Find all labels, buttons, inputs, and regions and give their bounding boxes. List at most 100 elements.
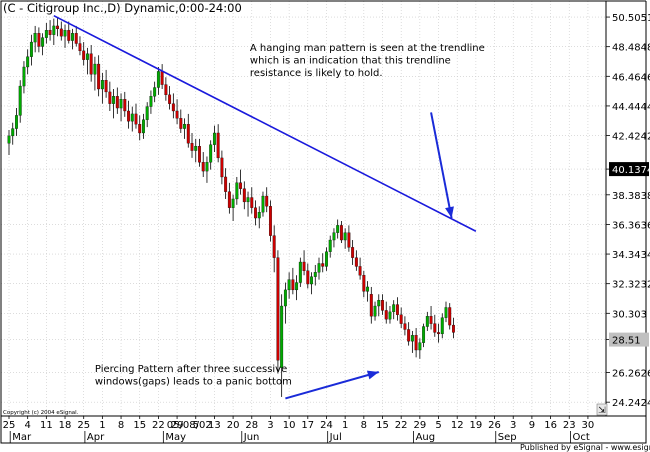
- y-tick-label: 30.303: [612, 309, 647, 320]
- overlays: A hanging man pattern is seen at the tre…: [53, 14, 485, 400]
- candle-body: [130, 113, 134, 122]
- y-tick-label: 24.2424: [612, 398, 650, 409]
- candle-body: [74, 33, 78, 44]
- hanging-man-note-line: resistance is likely to hold.: [250, 68, 383, 79]
- candle-body: [198, 146, 201, 163]
- candle-body: [403, 323, 407, 330]
- candle-body: [209, 144, 213, 163]
- candle-body: [112, 96, 116, 104]
- candle-body: [78, 43, 82, 52]
- candle-body: [313, 272, 317, 277]
- candle-body: [410, 335, 414, 342]
- candle-body: [71, 33, 74, 41]
- candle-body: [395, 304, 399, 315]
- candle-body: [310, 276, 313, 285]
- price-marker-label: 40.1374: [612, 165, 650, 176]
- price-marker-box: [609, 162, 649, 177]
- x-day-label: 29: [171, 420, 184, 431]
- x-day-label: 15: [133, 420, 146, 431]
- candle-body: [138, 124, 142, 134]
- candle-body: [257, 212, 261, 219]
- candle-body: [205, 162, 209, 172]
- candle-body: [437, 332, 440, 335]
- x-day-label: 13: [208, 420, 221, 431]
- candle-body: [354, 257, 358, 267]
- candle-body: [392, 304, 396, 313]
- candle-body: [373, 305, 377, 317]
- candle-body: [220, 157, 224, 178]
- candle-body: [18, 85, 22, 116]
- candle-body: [119, 99, 123, 109]
- candle-body: [377, 300, 381, 307]
- x-day-label: 1: [99, 420, 105, 431]
- candle-body: [272, 235, 276, 258]
- chart-scroll-button[interactable]: [596, 403, 608, 416]
- hanging-man-note-arrowhead: [445, 206, 454, 219]
- x-day-label: 30: [582, 420, 595, 431]
- x-month-label: Oct: [572, 432, 589, 443]
- candle-body: [336, 225, 340, 233]
- candle-body: [44, 30, 48, 38]
- candle-body: [63, 30, 67, 37]
- x-day-label: 28: [245, 420, 258, 431]
- candle-body: [33, 33, 37, 43]
- x-axis-frame: [0, 415, 647, 444]
- candle-body: [440, 317, 444, 335]
- candle-body: [347, 232, 351, 248]
- candle-body: [407, 329, 411, 342]
- candle-body: [268, 206, 272, 236]
- candle-body: [67, 30, 71, 41]
- candle-body: [115, 96, 119, 109]
- candle-body: [142, 119, 145, 134]
- candle-body: [171, 103, 175, 112]
- candle-body: [291, 279, 295, 291]
- candle-body: [343, 232, 347, 241]
- candle-body: [332, 232, 336, 241]
- x-month-label: Mar: [12, 432, 32, 443]
- candle-body: [452, 324, 455, 333]
- candle-body: [100, 80, 104, 90]
- y-tick-label: 34.3434: [612, 250, 650, 261]
- candle-body: [239, 182, 243, 189]
- footer-text: Published by eSignal - www.esignal.com: [520, 443, 650, 452]
- x-day-label: 3: [267, 420, 273, 431]
- candle-body: [186, 124, 190, 144]
- candle-body: [351, 247, 355, 258]
- x-day-label: 20: [227, 420, 240, 431]
- candle-body: [254, 207, 257, 219]
- x-day-label: 8: [118, 420, 124, 431]
- x-month-label: Aug: [416, 432, 436, 443]
- piercing-pattern-note-line: windows(gaps) leads to a panic bottom: [95, 377, 292, 388]
- piercing-pattern-note-arrowhead: [366, 370, 379, 380]
- candle-body: [168, 94, 172, 104]
- candle-body: [317, 263, 321, 273]
- x-day-label: 17: [301, 420, 314, 431]
- trendline: [53, 14, 477, 232]
- x-day-label: 10: [283, 420, 296, 431]
- candle-body: [15, 115, 18, 129]
- x-day-label: 25: [77, 420, 90, 431]
- candle-body: [399, 314, 403, 324]
- candle-body: [261, 195, 265, 213]
- candle-body: [227, 191, 231, 208]
- x-date-marker: 05/08/02: [167, 420, 212, 431]
- candle-body: [321, 263, 325, 267]
- candle-body: [298, 261, 302, 283]
- x-day-label: 26: [488, 420, 501, 431]
- candle-body: [429, 316, 433, 324]
- candle-body: [93, 63, 97, 75]
- candle-body: [48, 30, 52, 35]
- x-month-label: Jul: [329, 432, 342, 443]
- x-day-label: 24: [320, 420, 333, 431]
- candle-body: [160, 71, 164, 85]
- candle-body: [194, 146, 198, 151]
- candle-body: [56, 25, 60, 30]
- candle-body: [134, 113, 138, 125]
- candle-body: [448, 307, 452, 326]
- candle-body: [339, 225, 343, 241]
- y-tick-label: 50.5051: [612, 13, 650, 24]
- candle-body: [231, 198, 235, 208]
- copyright-text: Copyright (c) 2004 eSignal.: [3, 410, 79, 416]
- x-day-label: 5: [435, 420, 441, 431]
